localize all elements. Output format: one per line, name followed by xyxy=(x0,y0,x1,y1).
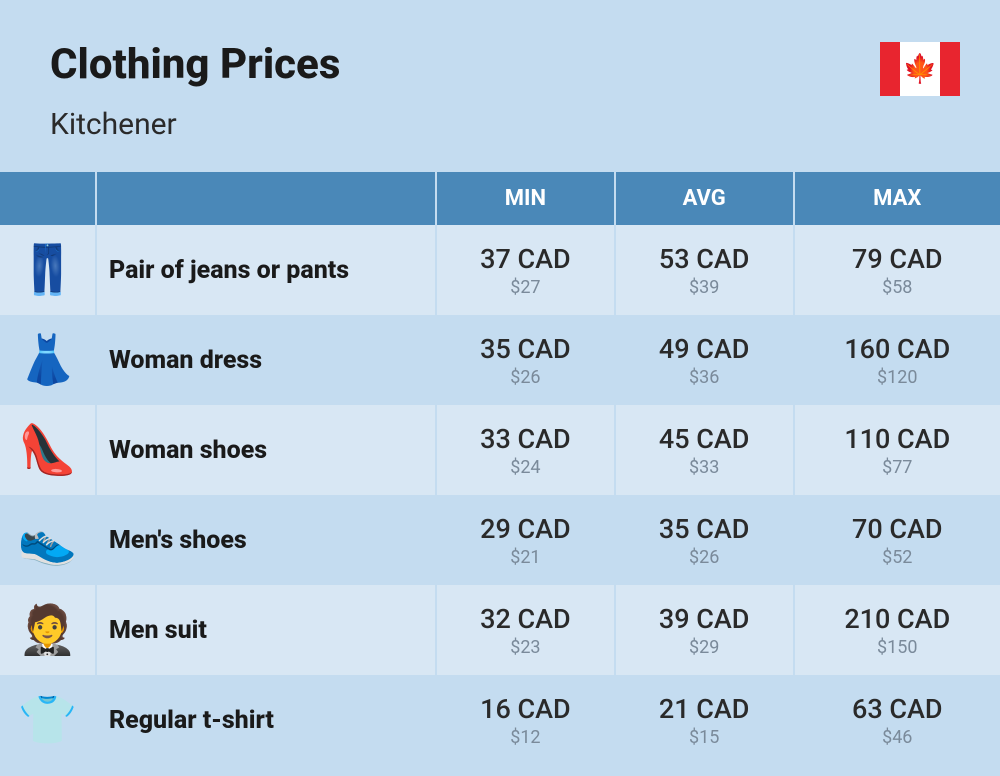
price-cad: 37 CAD xyxy=(437,243,614,275)
price-avg: 45 CAD$33 xyxy=(615,405,794,495)
price-min: 35 CAD$26 xyxy=(436,315,615,405)
page-subtitle: Kitchener xyxy=(50,107,950,142)
price-cad: 29 CAD xyxy=(437,513,614,545)
col-label xyxy=(96,172,436,225)
price-usd: $52 xyxy=(795,547,1000,568)
price-avg: 21 CAD$15 xyxy=(615,675,794,765)
price-min: 37 CAD$27 xyxy=(436,225,615,315)
price-cad: 160 CAD xyxy=(795,333,1000,365)
price-usd: $58 xyxy=(795,277,1000,298)
price-min: 33 CAD$24 xyxy=(436,405,615,495)
price-usd: $39 xyxy=(616,277,793,298)
price-min: 16 CAD$12 xyxy=(436,675,615,765)
page-header: Clothing Prices Kitchener 🍁 xyxy=(0,0,1000,172)
price-cad: 110 CAD xyxy=(795,423,1000,455)
price-usd: $120 xyxy=(795,367,1000,388)
price-usd: $21 xyxy=(437,547,614,568)
price-usd: $12 xyxy=(437,727,614,748)
price-usd: $150 xyxy=(795,637,1000,658)
price-usd: $27 xyxy=(437,277,614,298)
canada-flag-icon: 🍁 xyxy=(880,42,960,96)
price-usd: $24 xyxy=(437,457,614,478)
table-row: 👟Men's shoes29 CAD$2135 CAD$2670 CAD$52 xyxy=(0,495,1000,585)
table-body: 👖Pair of jeans or pants37 CAD$2753 CAD$3… xyxy=(0,225,1000,765)
col-avg: AVG xyxy=(615,172,794,225)
table-row: 👗Woman dress35 CAD$2649 CAD$36160 CAD$12… xyxy=(0,315,1000,405)
price-cad: 39 CAD xyxy=(616,603,793,635)
item-label: Woman dress xyxy=(96,315,436,405)
price-max: 110 CAD$77 xyxy=(794,405,1000,495)
price-usd: $29 xyxy=(616,637,793,658)
price-max: 70 CAD$52 xyxy=(794,495,1000,585)
page-title: Clothing Prices xyxy=(50,40,950,89)
price-min: 32 CAD$23 xyxy=(436,585,615,675)
price-cad: 32 CAD xyxy=(437,603,614,635)
price-usd: $36 xyxy=(616,367,793,388)
col-min: MIN xyxy=(436,172,615,225)
price-cad: 63 CAD xyxy=(795,693,1000,725)
price-max: 210 CAD$150 xyxy=(794,585,1000,675)
item-icon: 🤵 xyxy=(0,585,96,675)
price-cad: 35 CAD xyxy=(437,333,614,365)
table-row: 👠Woman shoes33 CAD$2445 CAD$33110 CAD$77 xyxy=(0,405,1000,495)
price-min: 29 CAD$21 xyxy=(436,495,615,585)
item-icon: 👟 xyxy=(0,495,96,585)
price-max: 160 CAD$120 xyxy=(794,315,1000,405)
item-label: Men's shoes xyxy=(96,495,436,585)
price-usd: $77 xyxy=(795,457,1000,478)
table-row: 🤵Men suit32 CAD$2339 CAD$29210 CAD$150 xyxy=(0,585,1000,675)
price-cad: 16 CAD xyxy=(437,693,614,725)
price-cad: 33 CAD xyxy=(437,423,614,455)
price-usd: $26 xyxy=(437,367,614,388)
item-icon: 👕 xyxy=(0,675,96,765)
table-row: 👕Regular t-shirt16 CAD$1221 CAD$1563 CAD… xyxy=(0,675,1000,765)
price-max: 79 CAD$58 xyxy=(794,225,1000,315)
price-cad: 79 CAD xyxy=(795,243,1000,275)
price-avg: 35 CAD$26 xyxy=(615,495,794,585)
price-max: 63 CAD$46 xyxy=(794,675,1000,765)
price-cad: 53 CAD xyxy=(616,243,793,275)
price-usd: $23 xyxy=(437,637,614,658)
item-label: Men suit xyxy=(96,585,436,675)
item-label: Woman shoes xyxy=(96,405,436,495)
prices-table: MIN AVG MAX 👖Pair of jeans or pants37 CA… xyxy=(0,172,1000,765)
price-cad: 49 CAD xyxy=(616,333,793,365)
item-icon: 👗 xyxy=(0,315,96,405)
price-usd: $26 xyxy=(616,547,793,568)
item-label: Pair of jeans or pants xyxy=(96,225,436,315)
price-avg: 49 CAD$36 xyxy=(615,315,794,405)
item-icon: 👖 xyxy=(0,225,96,315)
price-cad: 45 CAD xyxy=(616,423,793,455)
item-label: Regular t-shirt xyxy=(96,675,436,765)
table-header-row: MIN AVG MAX xyxy=(0,172,1000,225)
item-icon: 👠 xyxy=(0,405,96,495)
price-usd: $33 xyxy=(616,457,793,478)
price-usd: $46 xyxy=(795,727,1000,748)
price-cad: 210 CAD xyxy=(795,603,1000,635)
price-avg: 53 CAD$39 xyxy=(615,225,794,315)
price-cad: 70 CAD xyxy=(795,513,1000,545)
price-avg: 39 CAD$29 xyxy=(615,585,794,675)
table-row: 👖Pair of jeans or pants37 CAD$2753 CAD$3… xyxy=(0,225,1000,315)
price-cad: 35 CAD xyxy=(616,513,793,545)
price-cad: 21 CAD xyxy=(616,693,793,725)
price-usd: $15 xyxy=(616,727,793,748)
col-max: MAX xyxy=(794,172,1000,225)
col-icon xyxy=(0,172,96,225)
